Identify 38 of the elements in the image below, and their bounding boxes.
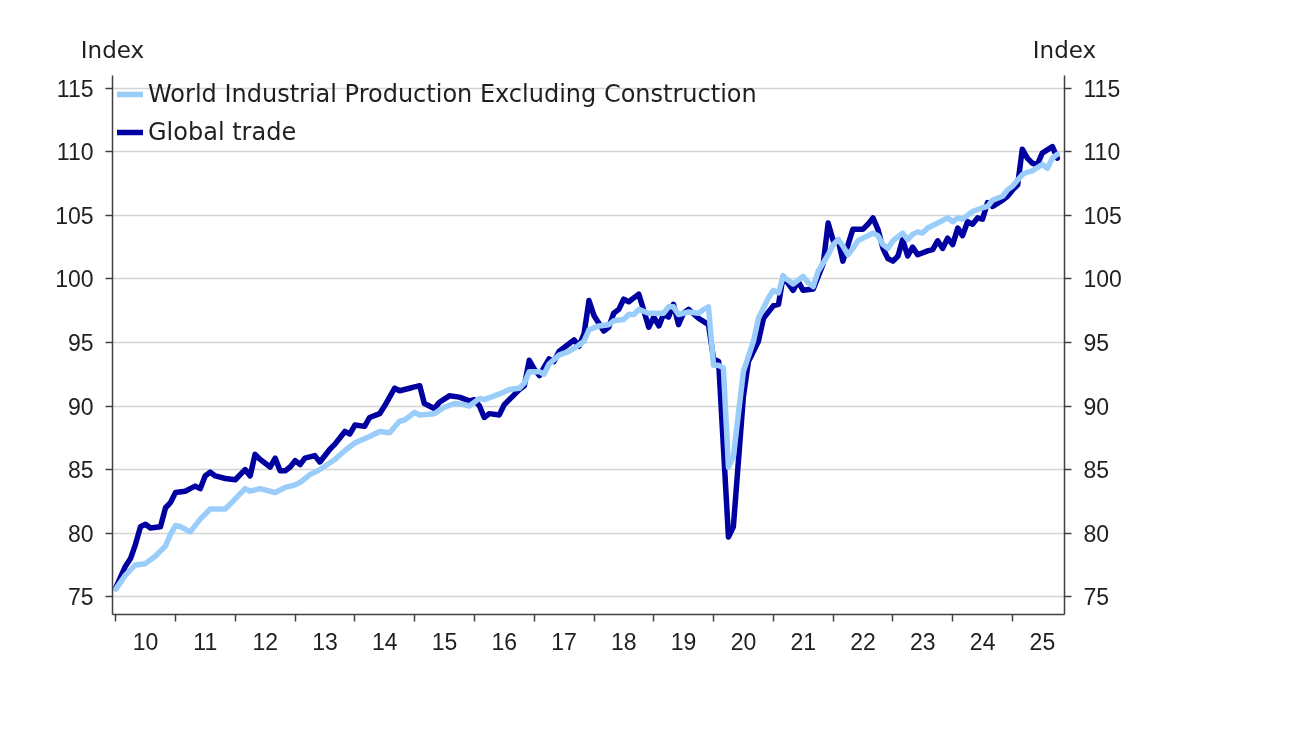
y-tick-label: 115 — [56, 75, 94, 102]
y-tick-label: 105 — [55, 202, 94, 229]
x-tick-label: 22 — [850, 628, 876, 655]
y2-tick-label: 100 — [1083, 266, 1122, 293]
y-tick-label: 75 — [67, 584, 94, 611]
y2-tick-label: 90 — [1083, 393, 1110, 420]
x-tick-label: 23 — [909, 628, 936, 655]
y-axis-title: Index — [80, 36, 145, 63]
x-tick-label: 19 — [670, 628, 697, 655]
legend-label: Global trade — [148, 118, 297, 146]
x-tick-label: 15 — [431, 628, 458, 655]
x-tick-label: 11 — [193, 628, 218, 655]
x-tick-label: 24 — [969, 628, 996, 655]
x-tick-label: 20 — [730, 628, 757, 655]
x-tick-label: 18 — [611, 628, 637, 655]
y2-tick-label: 80 — [1083, 520, 1110, 547]
y2-tick-label: 75 — [1083, 584, 1110, 611]
x-tick-label: 17 — [551, 628, 577, 655]
y-tick-label: 100 — [55, 266, 94, 293]
x-tick-label: 25 — [1029, 628, 1056, 655]
x-tick-label: 16 — [491, 628, 518, 655]
x-tick-label: 13 — [312, 628, 338, 655]
y2-tick-label: 115 — [1083, 75, 1121, 102]
y-tick-label: 85 — [67, 457, 94, 484]
y2-tick-label: 95 — [1083, 329, 1110, 356]
y-tick-label: 95 — [67, 329, 94, 356]
y2-tick-label: 110 — [1083, 139, 1121, 166]
y2-axis-title: Index — [1032, 36, 1097, 63]
x-tick-label: 14 — [371, 628, 398, 655]
x-tick-label: 12 — [252, 628, 279, 655]
y-tick-label: 80 — [67, 520, 94, 547]
legend-label: World Industrial Production Excluding Construction — [148, 80, 757, 108]
x-tick-label: 21 — [790, 628, 817, 655]
y-tick-label: 90 — [67, 393, 94, 420]
x-tick-label: 10 — [132, 628, 159, 655]
y2-tick-label: 85 — [1083, 457, 1110, 484]
y-tick-label: 110 — [56, 139, 94, 166]
y2-tick-label: 105 — [1083, 202, 1122, 229]
